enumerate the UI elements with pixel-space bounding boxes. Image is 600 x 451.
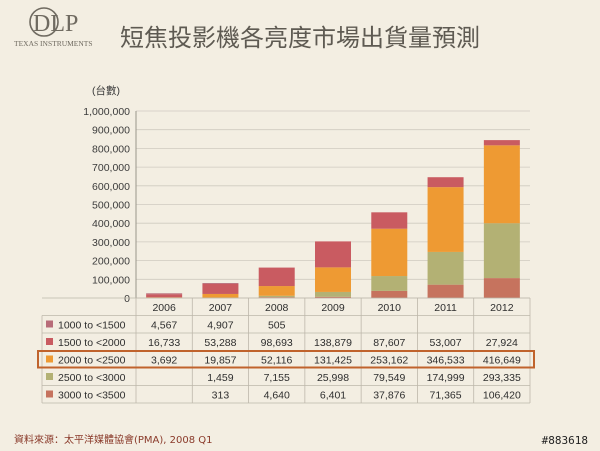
data-label: 1,459 (207, 372, 233, 384)
legend-entry: 3000 to <3500 (58, 390, 126, 402)
data-label: 37,876 (373, 390, 405, 402)
data-label: 106,420 (483, 390, 521, 402)
data-label: 79,549 (373, 372, 405, 384)
bar-segment (427, 177, 464, 188)
data-label: 25,998 (317, 372, 349, 384)
data-label: 7,155 (264, 372, 290, 384)
legend-entry: 1500 to <2000 (58, 337, 126, 349)
bar-segment (202, 283, 239, 284)
bar-segment (146, 293, 183, 295)
bar-segment (258, 286, 295, 296)
y-tick-label: 800,000 (92, 143, 130, 155)
data-label: 52,116 (261, 355, 292, 367)
legend-swatch (46, 355, 53, 363)
y-tick-label: 900,000 (92, 125, 130, 137)
data-label: 313 (212, 390, 230, 402)
bar-segment (146, 294, 183, 298)
data-table: 2006 2007 2008 2009 2010 2011 2012 1000 to <150… (37, 297, 535, 404)
data-label: 293,335 (483, 372, 521, 384)
bar-segment (258, 297, 295, 298)
x-tick-label: 2011 (434, 302, 457, 314)
data-label: 3,692 (151, 355, 177, 367)
data-label: 174,999 (427, 372, 465, 384)
data-label: 6,401 (320, 390, 346, 402)
bar-segment (202, 293, 239, 298)
dlp-logo: DLP TEXAS INSTRUMENTS (14, 7, 93, 48)
legend-entry: 2000 to <2500 (58, 355, 126, 367)
watermark: #883618 (542, 434, 588, 447)
data-label: 53,288 (204, 337, 236, 349)
y-tick-label: 500,000 (92, 200, 130, 212)
bar-segment (483, 278, 520, 298)
x-tick-label: 2009 (321, 302, 345, 314)
bar-segment (371, 212, 408, 229)
bar-segment (371, 290, 408, 298)
y-tick-label: 100,000 (92, 274, 130, 286)
data-label: 131,425 (314, 355, 352, 367)
bar-segment (483, 145, 520, 224)
legend-swatch (46, 390, 53, 398)
data-label: 98,693 (261, 337, 293, 349)
y-tick-label: 200,000 (92, 256, 130, 268)
x-tick-label: 2006 (152, 302, 176, 314)
data-label: 4,640 (264, 390, 290, 402)
x-tick-label: 2010 (378, 302, 402, 314)
logo-ring-icon (29, 7, 59, 37)
bar-segment (258, 295, 295, 298)
y-axis-label: (台數) (92, 84, 120, 97)
x-tick-label: 2012 (490, 302, 514, 314)
bar-segment (315, 296, 351, 298)
y-tick-label: 300,000 (92, 237, 130, 249)
bar-segment (427, 187, 464, 252)
data-label: 416,649 (483, 355, 521, 367)
bar-segment (371, 276, 408, 291)
bar-segment (315, 267, 351, 292)
bar-segment (315, 291, 351, 297)
legend-swatch (46, 338, 53, 345)
data-label: 346,533 (427, 355, 465, 367)
source-note: 資料來源：太平洋媒體協會(PMA), 2008 Q1 (14, 433, 213, 446)
row-highlight (37, 350, 535, 369)
data-label: 71,365 (430, 390, 462, 402)
y-tick-label: 400,000 (92, 218, 130, 230)
bar-segment (371, 228, 408, 277)
bar-segment (427, 251, 464, 285)
legend-entry: 1000 to <1500 (58, 320, 126, 332)
page-title: 短焦投影機各亮度市場出貨量預測 (120, 24, 480, 52)
data-label: 87,607 (373, 337, 405, 349)
data-label: 138,879 (314, 337, 352, 349)
legend-swatch (46, 373, 53, 380)
data-label: 19,857 (204, 355, 236, 367)
data-label: 505 (268, 320, 286, 332)
bar-segment (483, 140, 520, 146)
data-label: 4,567 (151, 320, 177, 332)
data-label: 253,162 (370, 355, 408, 367)
logo-brand: DLP (33, 11, 78, 37)
legend-entry: 2500 to <3000 (58, 372, 126, 384)
data-label: 53,007 (430, 337, 462, 349)
data-label: 16,733 (148, 337, 180, 349)
legend-swatch (46, 320, 53, 328)
bar-segment (483, 223, 520, 279)
logo-company: TEXAS INSTRUMENTS (14, 39, 93, 48)
x-tick-label: 2008 (265, 302, 289, 314)
y-tick-label: 1,000,000 (83, 106, 130, 118)
y-tick-label: 600,000 (92, 181, 130, 193)
y-tick-label: 700,000 (92, 162, 130, 174)
bar-segment (315, 241, 351, 268)
bar-segment (258, 267, 295, 287)
bar-segment (202, 283, 239, 294)
stacked-bar-chart: 0 100,000 200,000 300,000 400,000 500,000 600,… (83, 106, 530, 305)
y-tick-label: 0 (124, 293, 130, 305)
data-label: 4,907 (207, 320, 233, 332)
x-tick-label: 2007 (209, 302, 233, 314)
data-label: 27,924 (486, 337, 518, 349)
bar-segment (427, 284, 464, 298)
